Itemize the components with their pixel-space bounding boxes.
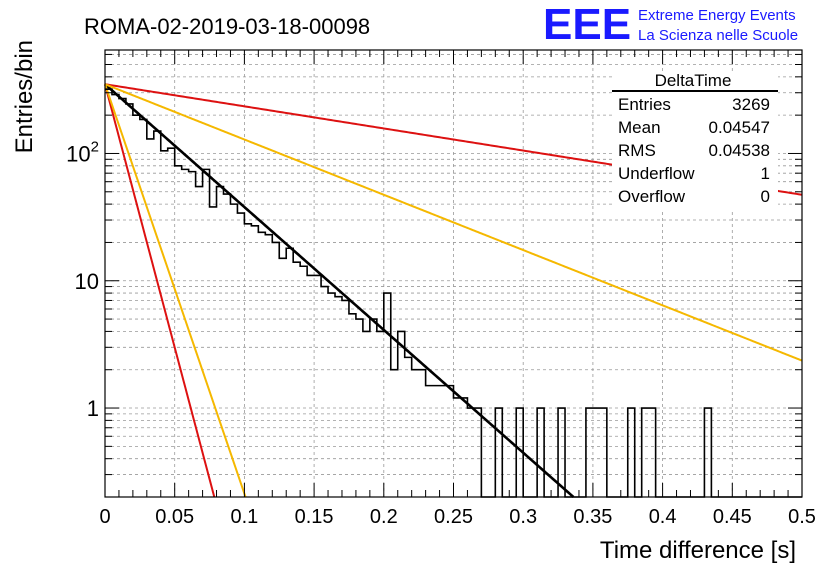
stats-row-label: RMS [618, 141, 656, 160]
x-tick-label: 0.5 [788, 506, 816, 528]
stats-row-value: 0 [761, 187, 770, 206]
stats-box-rows: Entries 3269 Mean 0.04547 RMS 0.04538 Underflo… [618, 95, 770, 206]
y-tick-label: 10 [75, 269, 99, 294]
stats-row-value: 1 [761, 164, 770, 183]
eee-logo-line2: La Scienza nelle Scuole [638, 27, 798, 44]
chart-title: ROMA-02-2019-03-18-00098 [84, 14, 370, 39]
fit-curve-2 [104, 83, 803, 362]
x-tick-label: 0.05 [155, 506, 194, 528]
fit-curve-3 [104, 83, 216, 498]
fit-curve-4 [104, 83, 247, 498]
stats-row-label: Entries [618, 95, 671, 114]
x-axis-label: Time difference [s] [600, 537, 796, 564]
stats-row-label: Overflow [618, 187, 686, 206]
x-tick-label: 0.3 [509, 506, 537, 528]
y-tick-labels: 1 10 102 [66, 138, 99, 421]
y-tick-label: 102 [66, 138, 99, 166]
y-axis-label: Entries/bin [11, 40, 38, 153]
x-tick-label: 0.25 [434, 506, 473, 528]
x-tick-label: 0.4 [649, 506, 677, 528]
stats-row-value: 3269 [732, 95, 770, 114]
stats-row-value: 0.04538 [709, 141, 770, 160]
x-tick-label: 0.1 [230, 506, 258, 528]
axis-ticks [104, 50, 803, 497]
stats-row-value: 0.04547 [709, 118, 770, 137]
stats-box-title: DeltaTime [655, 71, 732, 90]
x-tick-label: 0.35 [573, 506, 612, 528]
x-tick-label: 0.2 [370, 506, 398, 528]
eee-logo: EEE Extreme Energy Events La Scienza nel… [543, 0, 798, 49]
x-tick-labels: 0 0.05 0.1 0.15 0.2 0.25 0.3 0.35 0.4 0.45 0.5 [99, 506, 815, 528]
stats-box-background [612, 72, 778, 210]
stats-row-label: Underflow [618, 164, 695, 183]
x-tick-label: 0.45 [713, 506, 752, 528]
stats-row-label: Mean [618, 118, 661, 137]
x-tick-label: 0 [99, 506, 110, 528]
y-tick-label: 1 [87, 396, 99, 421]
eee-logo-text: EEE [543, 0, 631, 49]
eee-logo-line1: Extreme Energy Events [638, 7, 796, 24]
stats-box: DeltaTime Entries 3269 Mean 0.04547 RMS 0.045… [612, 71, 778, 210]
x-tick-label: 0.15 [295, 506, 334, 528]
